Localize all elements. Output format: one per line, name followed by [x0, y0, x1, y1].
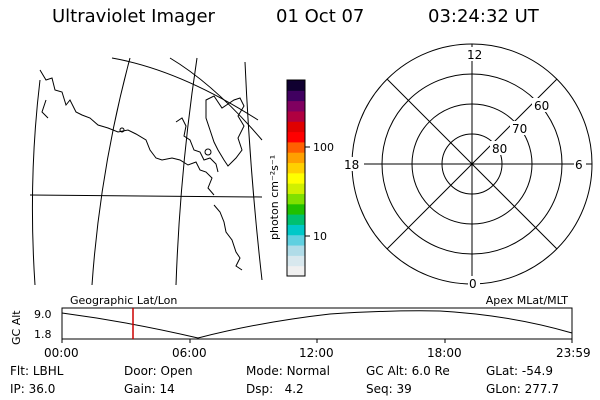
- time-label: 03:24:32 UT: [428, 6, 539, 27]
- map-parallel: [111, 57, 259, 121]
- color-bar-swatch: [287, 193, 305, 205]
- mlt-label-18: 18: [344, 158, 359, 172]
- coastline: [41, 99, 49, 119]
- lat-label-60: 60: [534, 99, 549, 113]
- coastline-island: [119, 127, 125, 133]
- color-bar-swatch: [287, 265, 305, 277]
- status-gc-alt: GC Alt: 6.0 Re: [366, 364, 450, 378]
- coastline-island: [204, 148, 212, 156]
- mlt-label-0: 0: [469, 277, 477, 291]
- status-gain: Gain: 14: [124, 382, 175, 396]
- timeline-y-tick: 1.8: [34, 328, 52, 341]
- timeline-x-tick: 12:00: [299, 346, 334, 360]
- color-bar-swatch: [287, 90, 305, 102]
- map-meridian: [91, 57, 131, 286]
- lat-label-80: 80: [492, 142, 507, 156]
- orbit-timeline: Geographic Lat/Lon Apex MLat/MLT GC Alt …: [10, 294, 591, 360]
- coastline: [175, 117, 219, 173]
- status-ip: IP: 36.0: [10, 382, 56, 396]
- lat-label-70: 70: [512, 122, 527, 136]
- date-label: 01 Oct 07: [276, 6, 365, 27]
- mlt-label-12: 12: [467, 48, 482, 62]
- color-bar-swatch: [287, 183, 305, 194]
- map-meridian: [244, 61, 263, 281]
- color-bar-swatch: [287, 172, 305, 184]
- timeline-frame: [61, 307, 573, 340]
- altitude-curve: [61, 310, 573, 339]
- color-bar: 100 10 photon cm⁻²s⁻¹: [268, 79, 334, 277]
- polar-plot: [351, 43, 593, 285]
- timeline-x-tick: 18:00: [427, 346, 462, 360]
- geographic-map: [29, 57, 263, 286]
- color-bar-unit-label: photon cm⁻²s⁻¹: [268, 155, 281, 240]
- timeline-y-label: GC Alt: [10, 310, 23, 345]
- map-meridian: [175, 57, 198, 286]
- status-door: Door: Open: [124, 364, 193, 378]
- map-parallel: [169, 57, 263, 141]
- color-bar-swatch: [287, 224, 305, 236]
- coastline: [213, 204, 243, 271]
- map-parallel: [29, 194, 263, 198]
- status-seq: Seq: 39: [366, 382, 412, 396]
- color-bar-swatch: [287, 255, 305, 267]
- status-flt: Flt: LBHL: [10, 364, 64, 378]
- color-bar-tick-label: 10: [313, 230, 327, 243]
- coastline: [39, 69, 215, 196]
- timeline-x-tick: 23:59: [556, 346, 591, 360]
- color-bar-swatch: [287, 121, 305, 133]
- status-dsp: Dsp: 4.2: [246, 382, 304, 396]
- color-bar-swatch: [287, 152, 305, 164]
- color-bar-swatch: [287, 100, 305, 112]
- map-meridian: [31, 79, 41, 286]
- status-glon: GLon: 277.7: [486, 382, 559, 396]
- timeline-left-title: Geographic Lat/Lon: [70, 294, 177, 307]
- color-bar-swatch: [287, 141, 305, 153]
- mlt-label-6: 6: [575, 158, 583, 172]
- color-bar-swatch: [287, 110, 305, 122]
- color-bar-swatch: [287, 203, 305, 215]
- color-bar-swatch: [287, 162, 305, 174]
- color-bar-swatch: [287, 131, 305, 143]
- timeline-right-title: Apex MLat/MLT: [486, 294, 569, 307]
- color-bar-swatch: [287, 234, 305, 246]
- timeline-y-tick: 9.0: [34, 308, 52, 321]
- status-glat: GLat: -54.9: [486, 364, 553, 378]
- color-bar-swatch: [287, 214, 305, 225]
- color-bar-frame: [286, 79, 306, 277]
- color-bar-swatch: [287, 245, 305, 256]
- status-mode: Mode: Normal: [246, 364, 330, 378]
- timeline-x-tick: 00:00: [44, 346, 79, 360]
- color-bar-swatch: [287, 80, 305, 91]
- app-title: Ultraviolet Imager: [52, 6, 215, 27]
- polar-diagonal: [386, 78, 558, 250]
- timeline-x-tick: 06:00: [172, 346, 207, 360]
- coastline: [205, 95, 245, 167]
- color-bar-tick-label: 100: [313, 141, 334, 154]
